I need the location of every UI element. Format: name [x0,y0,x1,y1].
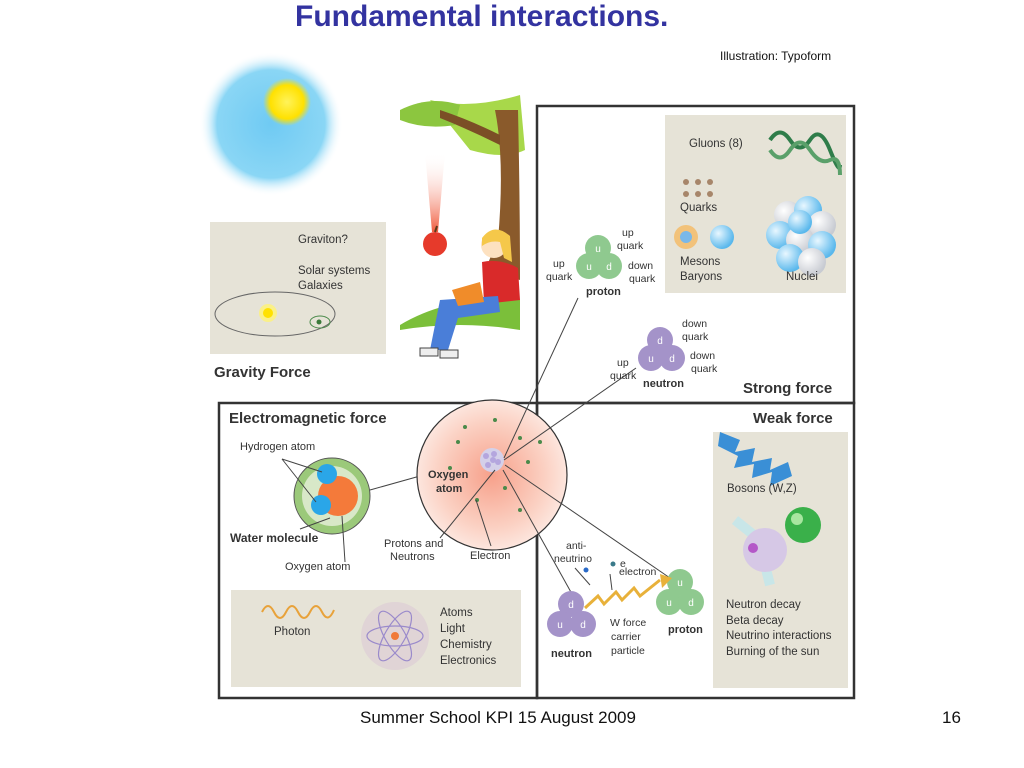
chemistry-label: Chemistry [440,639,492,651]
electron-center-label: Electron [470,550,511,562]
beta-proton-label: proton [668,624,703,636]
beta-neutron-right: d [580,620,586,631]
proton-cluster [576,235,622,279]
center-atom-label: atom [436,483,463,495]
beta-proton-top: u [677,578,683,589]
neutron-down2-label: down [690,350,716,362]
beta-proton-left: u [666,598,672,609]
neutron-label: neutron [643,378,684,390]
weak-force-heading: Weak force [753,410,833,427]
electromagnetic-heading: Electromagnetic force [229,410,387,427]
proton-label: proton [586,286,621,298]
mesons-label: Mesons [680,256,721,268]
w-boson-arrow [583,578,661,610]
page-number: 16 [942,708,961,727]
antineutrino-dot [583,567,589,573]
neutron-quark-top: d [657,336,663,347]
sun-icon [263,78,311,126]
beta-proton-cluster [656,569,704,615]
electronics-label: Electronics [440,655,497,667]
neutrino-interactions-label: Neutrino interactions [726,630,832,642]
reader-shirt [482,260,520,304]
sky-glow [199,52,343,196]
falling-beam [425,152,445,232]
nuclei-icon [766,196,836,276]
baryon-icon [710,225,734,249]
slide-footer: Summer School KPI 15 August 2009 [360,708,636,727]
proton-up2-label: up [553,258,565,270]
book-icon [452,282,484,306]
bosons-label: Bosons (W,Z) [727,483,797,495]
oxygen-atom-label: Oxygen atom [285,561,351,573]
water-molecule-label: Water molecule [230,531,319,545]
proton-quark3-label: quark [629,273,656,285]
hydrogen-atom-label: Hydrogen atom [240,441,316,453]
carrier-label: carrier [611,631,641,643]
proton-down-label: down [628,260,654,272]
neutron-down1-label: down [682,318,708,330]
e-label: e [620,558,626,570]
photon-label: Photon [274,626,311,638]
w-force-label: W force [610,617,647,629]
neutron-quark3-label: quark [610,370,637,382]
neutron-up-label: up [617,357,629,369]
tree-trunk [485,110,520,280]
neutrino-label: neutrino [554,553,592,565]
neutron-quark1-label: quark [682,331,709,343]
particle-label: particle [611,645,645,657]
neutrons-label: Neutrons [390,551,435,563]
illustration-credit: Illustration: Typoform [720,49,832,63]
boson-particle-icon [731,507,821,587]
galaxies-label: Galaxies [298,280,343,292]
beta-neutron-top: d [568,600,574,611]
neutron-cluster [638,327,685,371]
nuclei-label: Nuclei [786,271,818,283]
neutron-quark-left: u [648,354,654,365]
burning-sun-label: Burning of the sun [726,646,820,658]
proton-quark-right: d [606,262,612,273]
neutron-quark2-label: quark [691,363,718,375]
neutron-quark-right: d [669,354,675,365]
slide-title: Fundamental interactions. [295,0,669,33]
weak-force-frame [535,401,856,700]
electron-dot [610,561,616,567]
proton-quark-left: u [586,262,592,273]
beta-neutron-left: u [557,620,563,631]
reader-jeans [430,296,500,350]
solar-systems-label: Solar systems [298,265,371,277]
baryons-label: Baryons [680,271,723,283]
quarks-label: Quarks [680,202,718,214]
beta-proton-right: d [688,598,694,609]
gluon-icon [768,130,842,170]
strong-force-heading: Strong force [743,380,833,397]
quarks-icon [683,179,713,197]
proton-up1-label: up [622,227,634,239]
proton-quark2-label: quark [546,271,573,283]
apple-icon [423,232,447,256]
anti-label: anti- [566,540,587,552]
beta-neutron-cluster [547,591,596,637]
weak-electron-label: electron [619,566,657,578]
boson-wave-icon [718,432,792,486]
center-oxygen-label: Oxygen [428,469,469,481]
proton-quark1-label: quark [617,240,644,252]
light-label: Light [440,623,465,635]
orbit-icon [214,291,336,337]
gluons-label: Gluons (8) [689,138,743,150]
beta-decay-label: Beta decay [726,615,784,627]
center-atom [416,399,568,551]
gravity-force-heading: Gravity Force [214,364,311,381]
proton-quark-top: u [595,244,601,255]
neutron-decay-label: Neutron decay [726,599,801,611]
protons-and-label: Protons and [384,538,444,550]
photon-icon [261,605,335,619]
graviton-label: Graviton? [298,234,348,246]
atoms-label: Atoms [440,607,473,619]
beta-neutron-label: neutron [551,648,592,660]
